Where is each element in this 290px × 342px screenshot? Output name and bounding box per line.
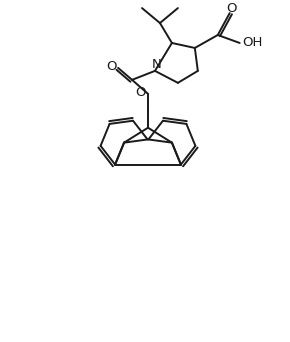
Text: N: N <box>152 58 162 71</box>
Text: O: O <box>135 86 145 99</box>
Text: O: O <box>226 2 237 15</box>
Text: O: O <box>106 61 116 74</box>
Text: OH: OH <box>242 37 263 50</box>
